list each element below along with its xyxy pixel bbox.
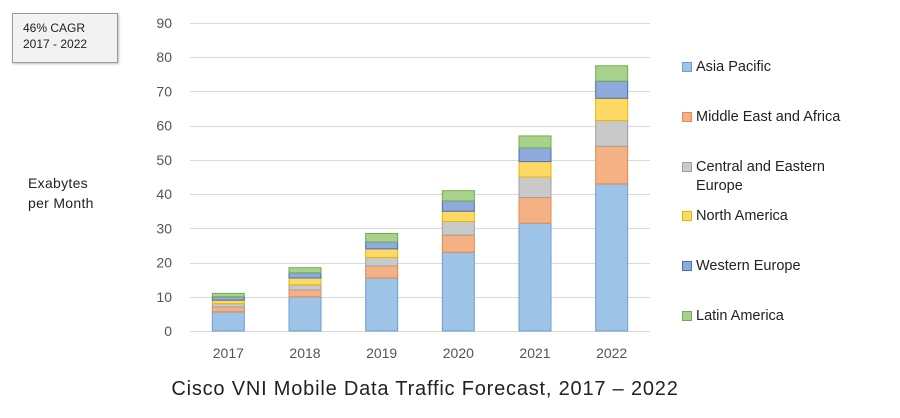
x-tick-labels: 2017 2018 2019 2020 2021 2022 — [213, 345, 628, 361]
legend-item: North America — [682, 207, 886, 226]
x-tick-label: 2021 — [519, 345, 550, 361]
y-axis-label: Exabytes per Month — [28, 173, 94, 213]
bar-segment-central-and-eastern-2021 — [518, 176, 552, 199]
bar-segment-central-and-eastern-2019 — [365, 256, 399, 267]
bar-segment-latin-america-2017 — [211, 292, 245, 298]
bar-segment-western-europe-2021 — [518, 147, 552, 163]
y-tick-labels: 0 10 20 30 40 50 60 70 80 90 — [156, 15, 172, 339]
y-axis-label-line-2: per Month — [28, 195, 94, 211]
y-tick-label: 0 — [164, 323, 172, 339]
y-tick-label: 50 — [156, 152, 172, 168]
bar-segment-central-and-eastern-2022 — [595, 120, 629, 147]
y-tick-label: 70 — [156, 83, 172, 99]
bar-segment-north-america-2020 — [441, 210, 475, 222]
bar-segment-middle-east-and-africa-2019 — [365, 265, 399, 279]
legend-item: Latin America — [682, 307, 886, 326]
bar-segment-western-europe-2019 — [365, 241, 399, 250]
stacked-bar-chart: 0 10 20 30 40 50 60 70 80 90 2017 2018 2019 2020 2021… — [156, 15, 650, 361]
chart-legend: Asia Pacific Middle East and Africa Centra… — [682, 0, 897, 360]
bar-segment-western-europe-2018 — [288, 272, 322, 279]
bar-segment-north-america-2017 — [211, 299, 245, 305]
cagr-annotation-line-2: 2017 - 2022 — [23, 37, 88, 51]
bar-segment-western-europe-2020 — [441, 200, 475, 212]
bar-segment-middle-east-and-africa-2020 — [441, 234, 475, 253]
bar-segment-middle-east-and-africa-2018 — [288, 289, 322, 298]
bar-segment-latin-america-2020 — [441, 190, 475, 202]
bar-segment-middle-east-and-africa-2021 — [518, 197, 552, 224]
legend-label: Latin America — [696, 308, 784, 324]
bar-segment-asia-pacific-2020 — [441, 251, 475, 332]
x-tick-label: 2017 — [213, 345, 244, 361]
bar-segment-north-america-2022 — [595, 97, 629, 122]
bar-segment-latin-america-2022 — [595, 65, 629, 82]
bar-segment-latin-america-2021 — [518, 135, 552, 149]
bar-segment-latin-america-2018 — [288, 267, 322, 274]
cagr-annotation: 46% CAGR 2017 - 2022 — [12, 13, 118, 63]
y-tick-label: 10 — [156, 289, 172, 305]
x-tick-label: 2020 — [443, 345, 474, 361]
bars — [211, 65, 629, 332]
bar-segment-north-america-2021 — [518, 161, 552, 178]
bar-segment-central-and-eastern-2017 — [211, 303, 245, 308]
bar-segment-asia-pacific-2017 — [211, 311, 245, 332]
y-tick-label: 60 — [156, 118, 172, 134]
bar-segment-middle-east-and-africa-2022 — [595, 145, 629, 185]
legend-swatch — [682, 261, 692, 271]
y-tick-label: 80 — [156, 49, 172, 65]
bar-segment-asia-pacific-2018 — [288, 296, 322, 332]
legend-label: Central and Eastern Europe — [696, 159, 825, 194]
bar-segment-central-and-eastern-2018 — [288, 284, 322, 291]
legend-item: Central and Eastern Europe — [682, 158, 886, 196]
bar-segment-western-europe-2022 — [595, 80, 629, 99]
legend-swatch — [682, 112, 692, 122]
bar-segment-north-america-2019 — [365, 248, 399, 258]
x-tick-label: 2019 — [366, 345, 397, 361]
bar-segment-latin-america-2019 — [365, 232, 399, 243]
gridlines — [190, 23, 650, 332]
chart-title: Cisco VNI Mobile Data Traffic Forecast, … — [171, 378, 679, 400]
bar-segment-asia-pacific-2021 — [518, 222, 552, 332]
legend-item: Western Europe — [682, 257, 886, 276]
y-tick-label: 20 — [156, 255, 172, 271]
bar-segment-central-and-eastern-2020 — [441, 220, 475, 236]
legend-swatch — [682, 62, 692, 72]
bar-segment-asia-pacific-2019 — [365, 277, 399, 332]
legend-item: Asia Pacific — [682, 58, 886, 77]
bar-segment-asia-pacific-2022 — [595, 183, 629, 332]
legend-item: Middle East and Africa — [682, 108, 886, 127]
legend-swatch — [682, 211, 692, 221]
legend-label: North America — [696, 208, 788, 224]
x-tick-label: 2022 — [596, 345, 627, 361]
legend-label: Middle East and Africa — [696, 109, 841, 125]
legend-swatch — [682, 311, 692, 321]
bar-segment-north-america-2018 — [288, 277, 322, 286]
bar-segment-western-europe-2017 — [211, 296, 245, 301]
legend-label: Asia Pacific — [696, 59, 771, 75]
y-axis-label-line-1: Exabytes — [28, 175, 88, 191]
y-tick-label: 40 — [156, 186, 172, 202]
x-tick-label: 2018 — [289, 345, 320, 361]
y-tick-label: 30 — [156, 220, 172, 236]
bar-segment-middle-east-and-africa-2017 — [211, 306, 245, 313]
legend-label: Western Europe — [696, 258, 801, 274]
cagr-annotation-line-1: 46% CAGR — [23, 21, 86, 35]
legend-swatch — [682, 162, 692, 172]
y-tick-label: 90 — [156, 15, 172, 31]
